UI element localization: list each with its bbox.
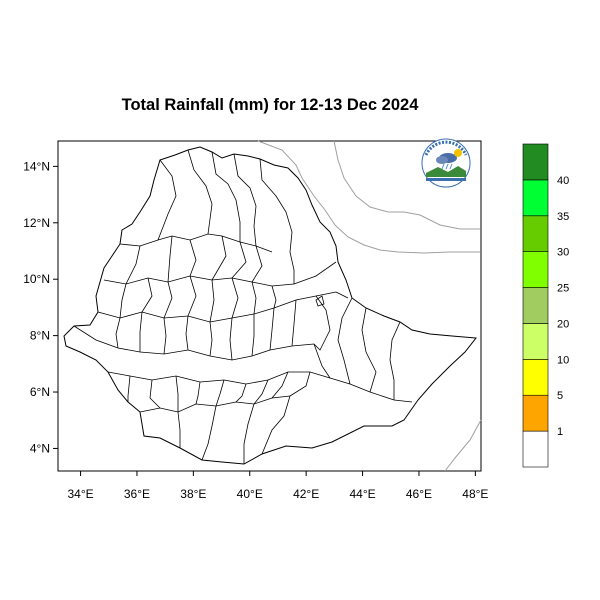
- x-tick-label: 38°E: [180, 487, 206, 501]
- legend-label: 1: [557, 426, 563, 438]
- legend-label: 30: [557, 247, 569, 259]
- coastlines: [257, 140, 482, 472]
- y-tick-label: 14°N: [23, 159, 50, 173]
- y-tick-label: 12°N: [23, 216, 50, 230]
- legend-swatch: [522, 143, 549, 181]
- y-tick-label: 8°N: [30, 329, 50, 343]
- y-tick-label: 4°N: [30, 441, 50, 455]
- legend-label: 25: [557, 283, 569, 295]
- legend-label: 35: [557, 211, 569, 223]
- x-tick-label: 36°E: [124, 487, 150, 501]
- legend-swatch: [522, 430, 549, 468]
- legend-label: 20: [557, 318, 569, 330]
- map-frame: [57, 140, 482, 472]
- x-tick-label: 34°E: [67, 487, 93, 501]
- x-tick-label: 40°E: [237, 487, 263, 501]
- legend-label: 10: [557, 354, 569, 366]
- legend-swatch: [522, 394, 549, 432]
- legend-label: 40: [557, 175, 569, 187]
- legend-swatch: [522, 251, 549, 288]
- x-tick-label: 46°E: [406, 487, 432, 501]
- legend-swatch: [522, 287, 549, 324]
- ethiopia-outline: [63, 146, 477, 465]
- x-tick-label: 48°E: [462, 487, 488, 501]
- legend-label: 5: [557, 390, 563, 402]
- x-tick-label: 44°E: [349, 487, 375, 501]
- legend-swatch: [522, 215, 549, 252]
- legend: 1 5 10 20 25 30 35 40: [522, 143, 569, 468]
- ethiopian-meteorology-institute-logo: [421, 138, 471, 188]
- x-axis: 34°E 36°E 38°E 40°E 42°E 44°E 46°E 48°E: [67, 471, 488, 501]
- x-tick-label: 42°E: [293, 487, 319, 501]
- y-tick-label: 6°N: [30, 385, 50, 399]
- legend-swatch: [522, 359, 549, 396]
- legend-swatch: [522, 323, 549, 360]
- map-title: Total Rainfall (mm) for 12-13 Dec 2024: [121, 96, 419, 114]
- y-tick-label: 10°N: [23, 272, 50, 286]
- admin-boundaries: [73, 149, 413, 464]
- legend-swatch: [522, 179, 549, 217]
- y-axis: 4°N 6°N 8°N 10°N 12°N 14°N: [23, 159, 58, 455]
